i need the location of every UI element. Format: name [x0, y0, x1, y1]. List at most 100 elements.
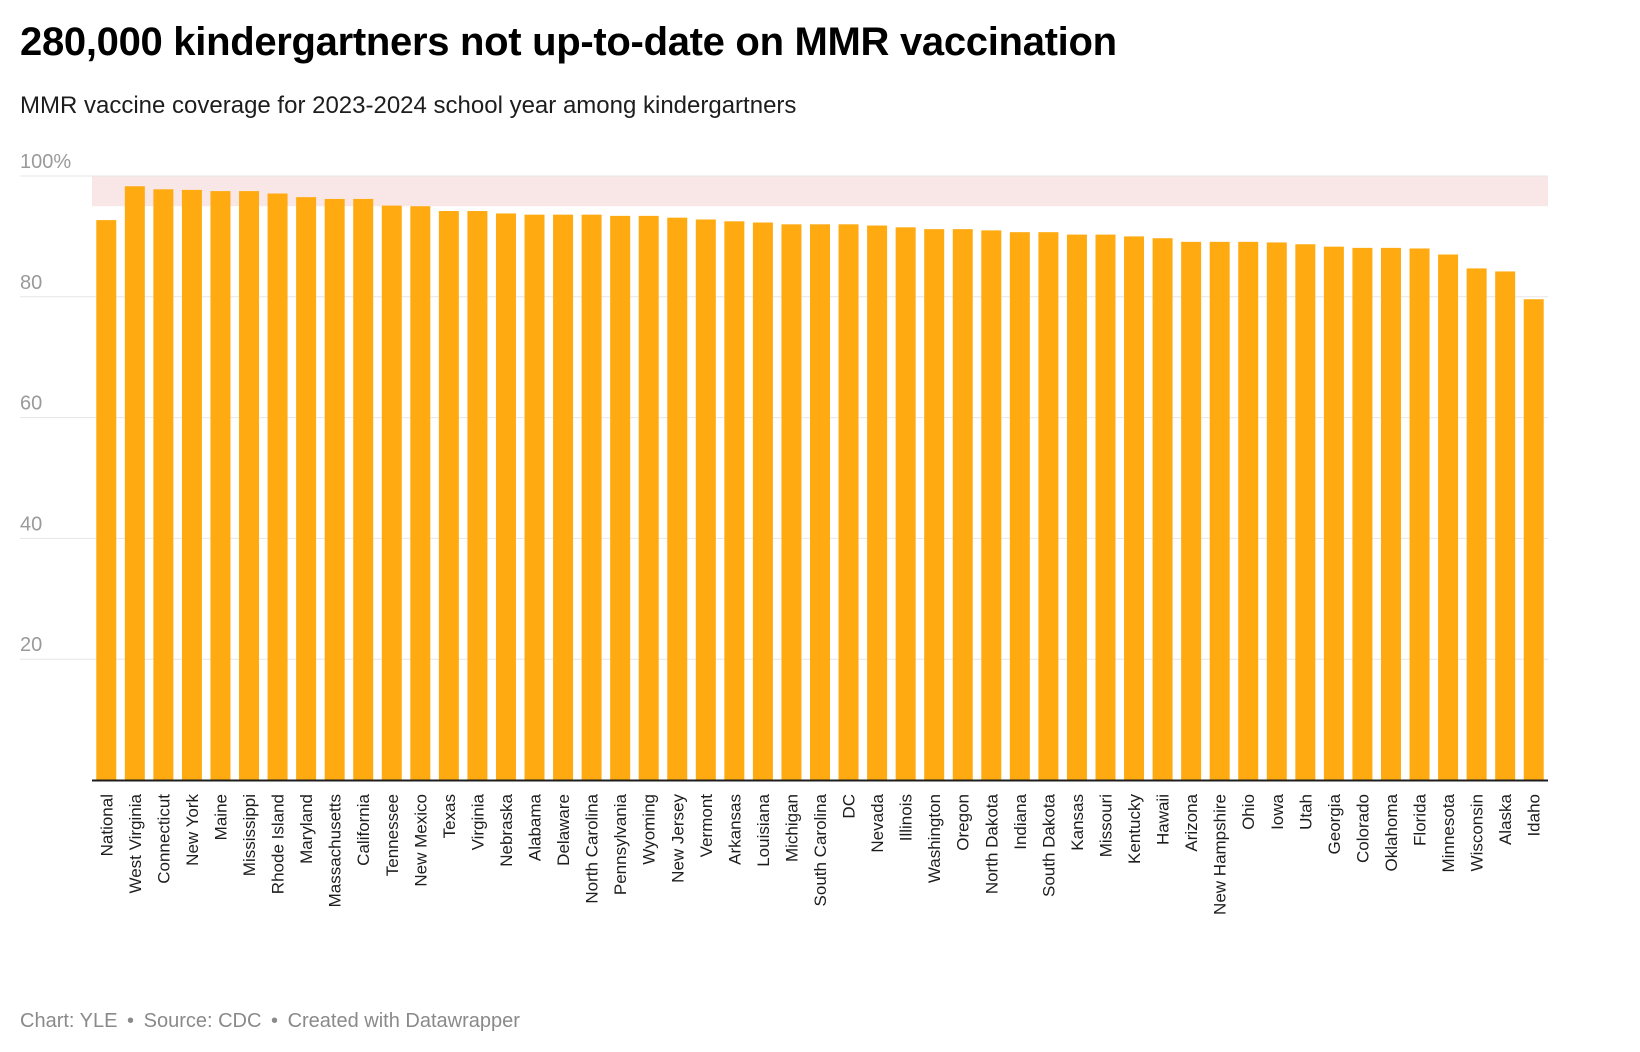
y-tick-label: 80: [20, 272, 42, 294]
bar[interactable]: [353, 198, 374, 780]
category-label: Vermont: [697, 794, 716, 858]
bar[interactable]: [267, 193, 288, 781]
bar[interactable]: [952, 229, 973, 781]
bar[interactable]: [210, 191, 231, 781]
bar[interactable]: [324, 198, 345, 780]
category-label: Florida: [1411, 793, 1430, 846]
bar[interactable]: [1438, 254, 1459, 780]
category-label: Oregon: [954, 794, 973, 851]
bar[interactable]: [867, 225, 888, 780]
category-label: Indiana: [1011, 793, 1030, 849]
category-label: National: [97, 794, 116, 856]
y-tick-label: 40: [20, 513, 42, 535]
bar[interactable]: [1409, 248, 1430, 781]
footer-separator: •: [127, 1010, 135, 1032]
bar[interactable]: [638, 215, 659, 780]
bar[interactable]: [1238, 241, 1259, 780]
category-label: North Dakota: [982, 793, 1001, 894]
bar[interactable]: [695, 219, 716, 780]
bar[interactable]: [1352, 247, 1373, 781]
category-label: Rhode Island: [269, 794, 288, 894]
category-label: Alabama: [526, 793, 545, 861]
category-label: Pennsylvania: [611, 793, 630, 895]
y-tick-label: 100%: [20, 151, 71, 173]
bar[interactable]: [1038, 232, 1059, 780]
category-label: Maryland: [297, 794, 316, 864]
bar[interactable]: [895, 227, 916, 781]
category-label: Oklahoma: [1382, 793, 1401, 871]
category-label: New Jersey: [668, 794, 687, 883]
bar[interactable]: [1066, 234, 1087, 780]
created-with[interactable]: Created with Datawrapper: [287, 1010, 520, 1032]
bar[interactable]: [1009, 232, 1030, 780]
category-label: Utah: [1296, 794, 1315, 830]
bar[interactable]: [1495, 271, 1516, 780]
bar[interactable]: [553, 214, 574, 780]
bar[interactable]: [1266, 242, 1287, 780]
y-tick-label: 60: [20, 393, 42, 415]
y-axis-labels: 20 40 60 80 100%: [20, 151, 71, 656]
bar[interactable]: [1323, 246, 1344, 781]
bars: [96, 186, 1544, 781]
category-label: Wyoming: [640, 794, 659, 865]
bar[interactable]: [438, 211, 459, 781]
bar[interactable]: [752, 222, 773, 780]
bar[interactable]: [124, 186, 145, 780]
bar[interactable]: [467, 211, 488, 781]
bar-chart: 20 40 60 80 100% National West Virginia Connec…: [20, 151, 1548, 915]
bar[interactable]: [410, 206, 431, 780]
bar[interactable]: [96, 220, 117, 781]
bar[interactable]: [296, 197, 317, 780]
category-label: Hawaii: [1154, 794, 1173, 845]
category-label: Connecticut: [154, 794, 173, 884]
category-label: South Dakota: [1039, 793, 1058, 897]
category-label: Arkansas: [725, 794, 744, 865]
bar[interactable]: [781, 224, 802, 780]
category-label: Washington: [925, 794, 944, 883]
bar[interactable]: [981, 230, 1002, 781]
bar[interactable]: [239, 191, 260, 781]
category-labels: National West Virginia Connecticut New York…: [97, 793, 1543, 914]
category-label: Maine: [211, 794, 230, 840]
bar[interactable]: [810, 224, 830, 780]
category-label: New York: [183, 794, 202, 866]
bar[interactable]: [1295, 244, 1316, 780]
chart-credit: Chart: YLE: [20, 1010, 118, 1032]
bar[interactable]: [181, 189, 202, 781]
bar[interactable]: [524, 214, 545, 780]
bar[interactable]: [1095, 234, 1116, 780]
bar[interactable]: [724, 221, 745, 781]
category-label: North Carolina: [583, 793, 602, 903]
bar[interactable]: [495, 213, 516, 780]
category-label: Nebraska: [497, 793, 516, 866]
bar[interactable]: [581, 214, 602, 780]
category-label: West Virginia: [126, 793, 145, 893]
category-label: Iowa: [1268, 793, 1287, 829]
bar[interactable]: [153, 189, 174, 781]
category-label: California: [354, 793, 373, 865]
bar[interactable]: [1380, 247, 1401, 781]
bar[interactable]: [667, 217, 688, 780]
category-label: Wisconsin: [1468, 794, 1487, 871]
category-label: Idaho: [1525, 794, 1544, 837]
chart-footer: Chart: YLE • Source: CDC • Created with …: [20, 1010, 520, 1033]
category-label: Nevada: [868, 793, 887, 852]
bar[interactable]: [838, 224, 859, 780]
bar[interactable]: [1152, 238, 1173, 780]
bar[interactable]: [1523, 299, 1544, 780]
bar[interactable]: [924, 229, 945, 781]
bar[interactable]: [1209, 241, 1230, 780]
chart-title: 280,000 kindergartners not up-to-date on…: [20, 20, 1117, 64]
category-label: Virginia: [468, 793, 487, 850]
bar[interactable]: [381, 205, 402, 780]
category-label: Missouri: [1096, 794, 1115, 857]
bar[interactable]: [1466, 268, 1487, 780]
category-label: South Carolina: [811, 793, 830, 906]
bar[interactable]: [1181, 241, 1202, 780]
bar[interactable]: [1124, 236, 1145, 780]
category-label: Louisiana: [754, 793, 773, 866]
bar[interactable]: [610, 215, 631, 780]
category-label: Ohio: [1239, 794, 1258, 830]
category-label: Alaska: [1496, 793, 1515, 845]
category-label: Delaware: [554, 794, 573, 866]
